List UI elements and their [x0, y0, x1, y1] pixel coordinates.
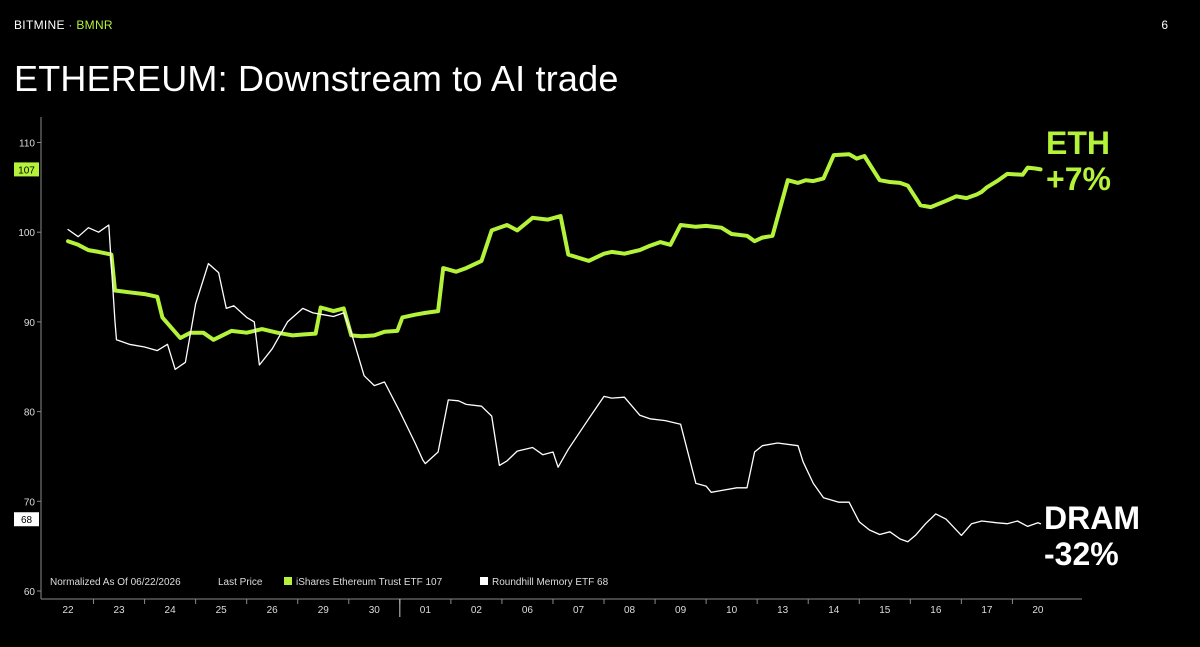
legend-swatch	[480, 577, 488, 585]
x-tick-label: 10	[726, 605, 738, 616]
x-tick-label: 26	[267, 605, 279, 616]
legend-item-label: Roundhill Memory ETF 68	[492, 577, 609, 588]
brand-header: BITMINE · BMNR	[14, 18, 113, 32]
y-tick-label: 100	[18, 228, 35, 239]
dram-last-value-tag-box	[14, 512, 39, 527]
x-tick-label: 24	[165, 605, 177, 616]
legend-last-price: Last Price	[218, 577, 263, 588]
legend-item-label: iShares Ethereum Trust ETF 107	[296, 577, 443, 588]
x-tick-label: 23	[113, 605, 125, 616]
y-tick-label: 70	[24, 497, 36, 508]
x-tick-label: 07	[573, 605, 585, 616]
dram-annotation-change: -32%	[1044, 536, 1119, 572]
x-tick-label: 22	[62, 605, 74, 616]
y-tick-label: 80	[24, 408, 36, 419]
x-tick-label: 06	[522, 605, 534, 616]
y-tick-label: 60	[24, 587, 36, 598]
x-tick-label: 02	[471, 605, 483, 616]
x-tick-label: 01	[420, 605, 432, 616]
eth-last-value-tag-box	[14, 162, 39, 177]
x-tick-label: 16	[930, 605, 942, 616]
eth-annotation-change: +7%	[1046, 161, 1111, 197]
page-number: 6	[1161, 18, 1168, 32]
brand-name: BITMINE	[14, 18, 65, 32]
legend-swatch	[284, 577, 292, 585]
dram-annotation-name: DRAM	[1044, 500, 1140, 536]
dram-series-line	[67, 224, 1042, 543]
x-tick-label: 13	[777, 605, 789, 616]
x-tick-label: 17	[981, 605, 993, 616]
x-tick-label: 09	[675, 605, 687, 616]
x-tick-label: 20	[1032, 605, 1044, 616]
x-tick-label: 25	[216, 605, 228, 616]
x-tick-label: 15	[879, 605, 891, 616]
dram-last-value-tag: 68	[21, 515, 33, 526]
dram-annotation: DRAM -32%	[1044, 500, 1140, 572]
y-tick-label: 90	[24, 318, 36, 329]
y-tick-label: 110	[19, 139, 35, 150]
brand-separator: ·	[68, 18, 73, 32]
x-tick-label: 08	[624, 605, 636, 616]
eth-last-value-tag: 107	[18, 165, 35, 176]
eth-annotation: ETH +7%	[1046, 125, 1111, 197]
x-tick-label: 14	[828, 605, 840, 616]
x-tick-label: 29	[318, 605, 330, 616]
brand-ticker: BMNR	[76, 18, 113, 32]
x-tick-label: 30	[369, 605, 381, 616]
eth-annotation-name: ETH	[1046, 125, 1110, 161]
legend-prefix: Normalized As Of 06/22/2026	[50, 577, 181, 588]
slide-title: ETHEREUM: Downstream to AI trade	[14, 58, 619, 99]
eth-series-line	[66, 152, 1043, 342]
